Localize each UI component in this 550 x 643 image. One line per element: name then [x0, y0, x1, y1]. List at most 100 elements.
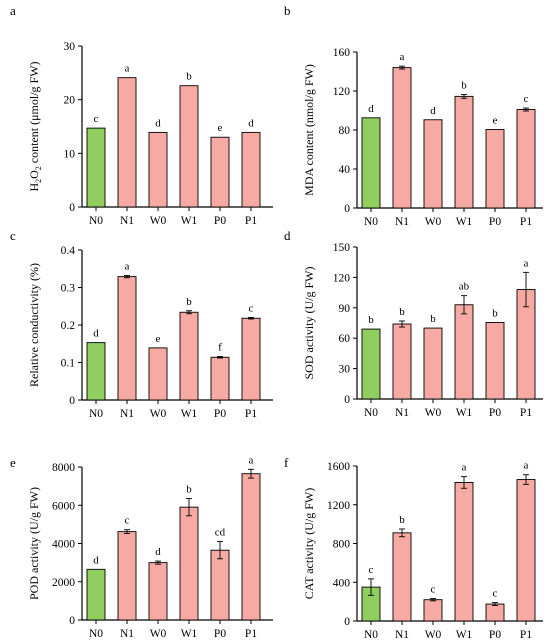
y-tick-label: 80: [339, 125, 351, 137]
y-tick-label: 400: [333, 577, 351, 589]
y-axis-title: Relative conductivity (%): [27, 263, 41, 387]
x-tick-label: W0: [425, 629, 442, 641]
significance-letter: c: [125, 515, 130, 527]
significance-letter: b: [430, 313, 436, 325]
x-tick-label: P1: [520, 407, 532, 419]
y-axis-title: POD activity (U/g FW): [27, 487, 41, 600]
bar-p1: [516, 109, 536, 209]
x-tick-label: N0: [89, 628, 103, 640]
significance-letter: e: [493, 115, 498, 127]
chart-panel-e: e 0 2000 4000 6000 8000 POD activity (U/g FW) d…: [10, 454, 273, 640]
y-tick-label: 90: [339, 303, 351, 315]
x-tick-label: P1: [245, 628, 257, 640]
bar-w0: [423, 599, 443, 622]
x-tick-label: P1: [520, 216, 532, 228]
y-tick-label: 0: [69, 202, 75, 214]
significance-letter: c: [369, 564, 374, 576]
y-tick-label: 0.2: [61, 320, 76, 332]
chart-panel-b: b 0 40 80 120 160 MDA content (nmol/g FW) d N0 a N…: [284, 3, 543, 228]
bar-n0: [361, 117, 381, 209]
y-tick-label: 1600: [327, 461, 350, 473]
chart-panel-d: d 0 30 60 90 120 150 SOD activity (U/g FW) b N0 b N…: [284, 228, 543, 419]
significance-letter: b: [399, 514, 405, 526]
x-tick-label: W1: [456, 407, 473, 419]
bar-p0: [485, 603, 505, 622]
significance-letter: d: [155, 117, 161, 129]
x-tick-label: N0: [364, 407, 378, 419]
y-axis-title: CAT activity (U/g FW): [302, 488, 316, 599]
chart-panel-c: c 0 0.1 0.2 0.3 0.4 Relative conductivity (%) d…: [10, 228, 273, 420]
y-tick-label: 1200: [327, 500, 350, 512]
bar-p0: [485, 129, 505, 209]
y-tick-label: 30: [339, 364, 351, 376]
x-tick-label: W0: [150, 628, 167, 640]
y-tick-label: 0: [344, 203, 350, 215]
x-tick-label: P1: [520, 629, 532, 641]
panel-label: e: [10, 455, 16, 470]
bar-n1: [392, 67, 412, 209]
bar-n0: [86, 127, 106, 208]
x-tick-label: W1: [181, 408, 198, 420]
significance-letter: e: [218, 122, 223, 134]
bar-p1: [241, 473, 261, 621]
chart-panel-a: a 0 10 20 30 H2O2 content (μmol/g FW) c N0 a N1 d W…: [10, 3, 273, 227]
y-tick-label: 30: [64, 41, 76, 53]
x-tick-label: P0: [489, 216, 501, 228]
bar-p0: [210, 356, 230, 401]
x-tick-label: W1: [181, 215, 198, 227]
y-tick-label: 120: [333, 272, 351, 284]
x-tick-label: P0: [214, 628, 226, 640]
x-tick-label: W0: [150, 215, 167, 227]
chart-panel-f: f 0 400 800 1200 1600 CAT activity (U/g FW) c N0…: [284, 455, 543, 641]
x-tick-label: W0: [425, 407, 442, 419]
x-tick-label: N1: [120, 628, 134, 640]
x-tick-label: N1: [120, 215, 134, 227]
significance-letter: a: [462, 462, 467, 474]
significance-letter: d: [248, 117, 254, 129]
significance-letter: a: [249, 454, 254, 466]
y-axis-title: H2O2 content (μmol/g FW): [27, 61, 43, 191]
bar-p1: [241, 317, 261, 401]
x-tick-label: N1: [395, 216, 409, 228]
bar-w0: [148, 131, 168, 208]
significance-letter: a: [524, 460, 529, 472]
significance-letter: d: [93, 328, 99, 340]
bar-w0: [148, 347, 168, 401]
significance-letter: b: [399, 306, 405, 318]
significance-letter: c: [524, 93, 529, 105]
bar-n1: [392, 323, 412, 400]
significance-letter: e: [156, 333, 161, 345]
y-tick-label: 8000: [52, 462, 75, 474]
significance-letter: f: [218, 342, 222, 354]
bar-w1: [179, 506, 199, 621]
y-tick-label: 0.4: [61, 245, 76, 257]
bar-w1: [454, 95, 474, 209]
y-tick-label: 0: [69, 615, 75, 627]
x-tick-label: W0: [425, 216, 442, 228]
y-tick-label: 0: [344, 394, 350, 406]
x-tick-label: P0: [214, 408, 226, 420]
x-tick-label: P0: [214, 215, 226, 227]
y-tick-label: 6000: [52, 500, 75, 512]
significance-letter: b: [186, 296, 192, 308]
y-axis-title: SOD activity (U/g FW): [302, 267, 316, 380]
panel-label: b: [284, 3, 291, 18]
bar-n0: [361, 328, 381, 400]
x-tick-label: N0: [89, 215, 103, 227]
panel-label: c: [10, 228, 16, 243]
bar-p0: [210, 549, 230, 621]
bar-w1: [454, 482, 474, 622]
y-tick-label: 0.3: [61, 283, 76, 295]
significance-letter: b: [492, 307, 498, 319]
x-tick-label: P1: [245, 215, 257, 227]
x-tick-label: W0: [150, 408, 167, 420]
bar-n0: [86, 568, 106, 621]
x-tick-label: N0: [89, 408, 103, 420]
bar-p0: [210, 136, 230, 208]
bar-w1: [179, 85, 199, 208]
y-tick-label: 10: [64, 148, 76, 160]
x-tick-label: W1: [456, 629, 473, 641]
y-tick-label: 160: [333, 47, 351, 59]
significance-letter: d: [430, 105, 436, 117]
x-tick-label: P1: [245, 408, 257, 420]
